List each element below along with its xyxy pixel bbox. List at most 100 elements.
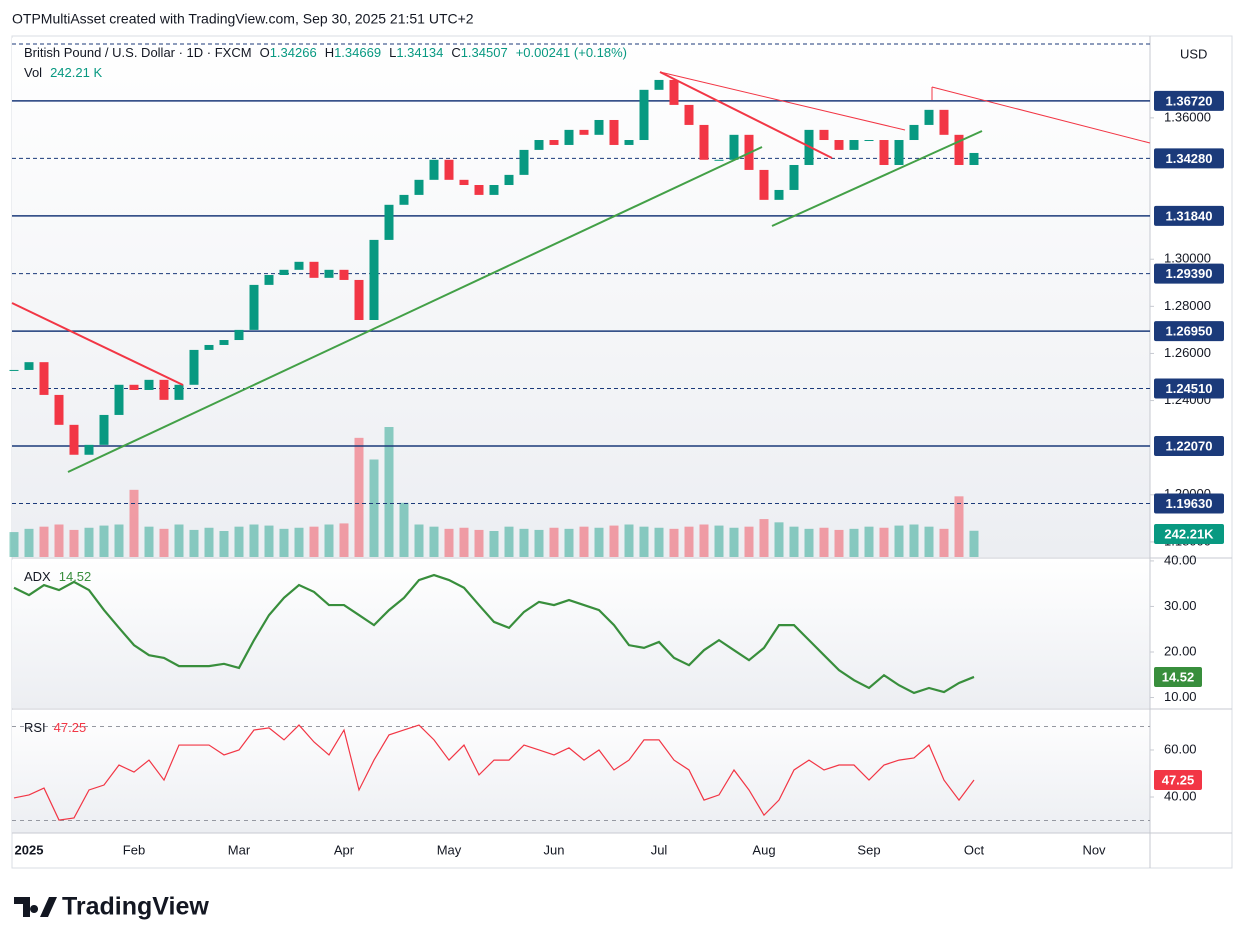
volume-bar <box>594 527 604 557</box>
adx-pane <box>12 560 1150 708</box>
candle <box>264 275 274 285</box>
candle <box>294 261 304 270</box>
volume-bar <box>549 527 559 557</box>
value-badge <box>1154 769 1202 790</box>
candle <box>969 152 979 165</box>
candle <box>909 124 919 141</box>
brand: TradingView <box>62 893 209 921</box>
volume-bar <box>954 496 964 557</box>
volume-bar <box>504 526 514 557</box>
candle <box>774 189 784 200</box>
x-tick-label: Mar <box>228 842 251 857</box>
volume-bar <box>234 526 244 557</box>
level-badge <box>1154 148 1224 169</box>
volume-bar <box>564 528 574 557</box>
candle <box>459 179 469 186</box>
candle <box>789 164 799 190</box>
volume-bar <box>639 526 649 557</box>
y-tick-label: 10.00 <box>1164 689 1197 704</box>
candle <box>369 239 379 320</box>
level-label: 1.36720 <box>1166 93 1213 108</box>
candle <box>219 340 229 345</box>
candle <box>444 159 454 180</box>
candle <box>24 362 34 370</box>
candle <box>864 140 874 142</box>
volume-bar <box>729 527 739 557</box>
x-tick-label: Nov <box>1082 842 1106 857</box>
candle <box>474 185 484 195</box>
candle <box>54 394 64 425</box>
candle <box>69 424 79 455</box>
ohlc-label: H <box>325 45 334 60</box>
volume-bar <box>714 525 724 557</box>
candle <box>579 129 589 135</box>
volume-bar <box>744 526 754 557</box>
candle <box>699 124 709 160</box>
volume-bar <box>279 528 289 557</box>
candle <box>534 140 544 150</box>
ohlc-label: C <box>451 45 460 60</box>
volume-bar <box>684 526 694 557</box>
candle <box>759 169 769 200</box>
volume-badge-label: 242.21K <box>1164 526 1214 541</box>
level-badge <box>1154 378 1224 399</box>
y-tick-label: 1.28000 <box>1164 298 1211 313</box>
price-pane <box>12 38 1150 557</box>
candle <box>924 109 934 125</box>
y-tick-label: 1.30000 <box>1164 251 1211 266</box>
candle <box>99 414 109 445</box>
level-badge <box>1154 263 1224 284</box>
candle <box>519 149 529 175</box>
volume-bar <box>54 524 64 557</box>
volume-bar <box>429 526 439 557</box>
volume-bar <box>774 522 784 557</box>
x-tick-label: Feb <box>123 842 145 857</box>
volume-value: 242.21 K <box>50 65 102 80</box>
volume-bar <box>264 525 274 557</box>
level-label: 1.26950 <box>1166 324 1213 339</box>
volume-bar <box>924 526 934 557</box>
candle <box>414 179 424 195</box>
volume-bar <box>159 528 169 557</box>
trendlines <box>11 71 1151 473</box>
candle <box>234 329 244 341</box>
ohlc-label: O <box>260 45 270 60</box>
candle <box>954 134 964 165</box>
volume-bar <box>24 528 34 557</box>
candle <box>339 269 349 280</box>
y-tick-label: 40.00 <box>1164 788 1197 803</box>
volume-bar <box>669 528 679 557</box>
candle <box>564 129 574 145</box>
volume-bar <box>369 459 379 557</box>
trendline <box>67 146 763 473</box>
volume-bar <box>324 524 334 557</box>
volume-bar <box>339 523 349 557</box>
brand-logo: TradingView <box>14 893 209 921</box>
candle <box>39 362 49 395</box>
ohlc-value: 1.34134 <box>396 45 443 60</box>
x-tick-label: Oct <box>964 842 985 857</box>
level-label: 1.22070 <box>1166 438 1213 453</box>
x-tick-label: 2025 <box>15 842 44 857</box>
volume-bar <box>804 528 814 557</box>
y-tick-label: 60.00 <box>1164 741 1197 756</box>
volume-bar <box>894 525 904 557</box>
symbol: British Pound / U.S. Dollar · 1D · FXCM <box>24 45 252 60</box>
indicator-value: 14.52 <box>59 569 92 584</box>
candle <box>279 269 289 276</box>
y-tick-label: 1.26000 <box>1164 345 1211 360</box>
volume-bar <box>39 526 49 557</box>
volume-bar <box>459 527 469 557</box>
volume-bar <box>444 528 454 557</box>
candle <box>849 140 859 150</box>
volume-bar <box>354 437 364 557</box>
volume-bar <box>474 529 484 557</box>
volume-bar <box>249 524 259 557</box>
volume-bar <box>534 529 544 557</box>
volume-bar <box>489 531 499 557</box>
x-tick-label: May <box>437 842 462 857</box>
level-label: 1.19630 <box>1166 496 1213 511</box>
volume-bar <box>414 524 424 557</box>
indicator-name: RSI <box>24 720 46 735</box>
value-badge-label: 14.52 <box>1162 669 1195 684</box>
